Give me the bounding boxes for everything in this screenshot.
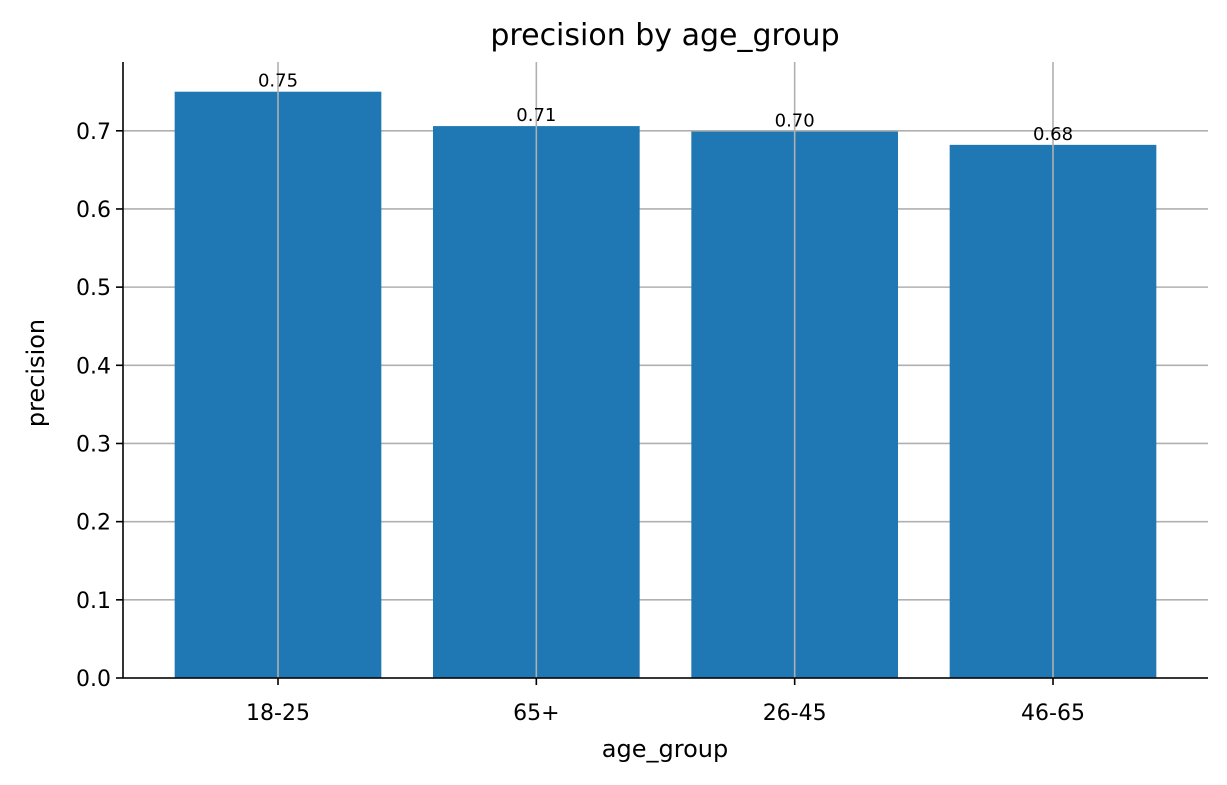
bar-value-label: 0.75 bbox=[258, 71, 298, 92]
data-labels: 0.75 0.71 0.70 0.68 bbox=[258, 71, 1073, 145]
bar-value-label: 0.71 bbox=[516, 105, 556, 126]
x-tick-label: 26-45 bbox=[763, 701, 827, 726]
x-axis-label: age_group bbox=[602, 735, 728, 763]
x-grid bbox=[277, 62, 1054, 678]
y-axis-label: precision bbox=[22, 319, 50, 427]
y-tick-label: 0.2 bbox=[76, 511, 111, 536]
y-tick-label: 0.0 bbox=[76, 667, 111, 692]
x-ticks: 18-25 65+ 26-45 46-65 bbox=[246, 678, 1085, 726]
y-tick-label: 0.5 bbox=[76, 276, 111, 301]
y-tick-label: 0.7 bbox=[76, 120, 111, 145]
x-tick-label: 18-25 bbox=[246, 701, 310, 726]
x-tick-label: 65+ bbox=[513, 701, 559, 726]
bar-value-label: 0.70 bbox=[775, 111, 815, 132]
bar-value-label: 0.68 bbox=[1033, 124, 1073, 145]
bars bbox=[174, 91, 1157, 679]
y-tick-label: 0.1 bbox=[76, 589, 111, 614]
y-tick-label: 0.6 bbox=[76, 198, 111, 223]
y-tick-label: 0.4 bbox=[76, 354, 111, 379]
y-ticks: 0.0 0.1 0.2 0.3 0.4 0.5 0.6 0.7 bbox=[76, 120, 123, 692]
x-tick-label: 46-65 bbox=[1021, 701, 1085, 726]
chart-title: precision by age_group bbox=[490, 18, 839, 53]
axes bbox=[122, 62, 1208, 679]
y-tick-label: 0.3 bbox=[76, 432, 111, 457]
